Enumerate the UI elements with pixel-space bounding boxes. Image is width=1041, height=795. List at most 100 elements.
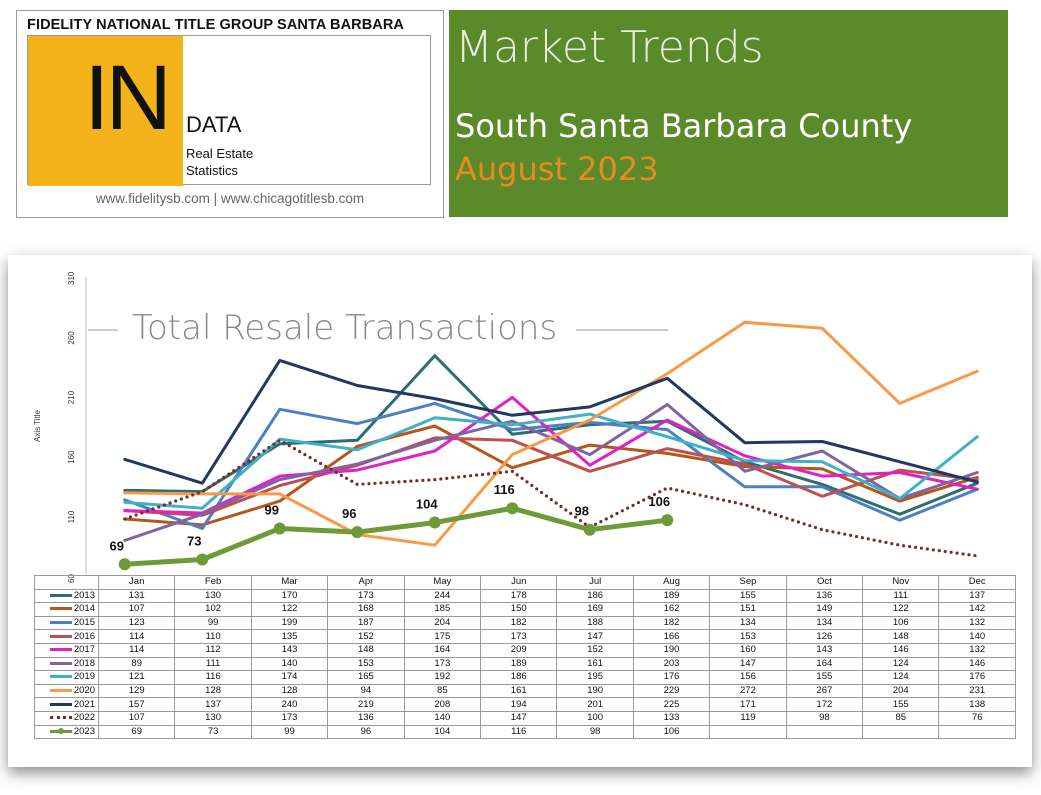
table-cell: 209: [480, 642, 558, 658]
table-cell: 94: [327, 683, 405, 699]
y-tick-label: 310: [67, 271, 76, 285]
table-cell: 168: [327, 602, 405, 617]
data-label-2023: 98: [575, 504, 589, 519]
table-cell: 186: [556, 588, 634, 604]
table-cell: 133: [632, 710, 711, 726]
legend-entry: 2022: [34, 710, 99, 726]
table-corner: [34, 575, 99, 590]
table-row: 2020 129 128 128 94 85 161 190 229 272 267 204 231: [34, 683, 1016, 699]
table-cell: 189: [480, 656, 558, 672]
table-cell: 98: [785, 710, 864, 726]
table-cell: 201: [556, 697, 634, 712]
table-cell: 135: [250, 629, 329, 644]
table-cell: 136: [327, 710, 405, 726]
legend-year: 2017: [73, 644, 95, 656]
logo-subtitle-2: Statistics: [186, 163, 239, 178]
table-cell: 116: [480, 724, 558, 740]
series-line-2021: [123, 358, 979, 485]
table-cell: 182: [632, 615, 711, 631]
legend-year: 2020: [73, 685, 95, 697]
table-cell: [862, 724, 940, 740]
table-cell: 110: [174, 629, 252, 644]
legend-entry: 2019: [34, 670, 99, 685]
data-label-2023: 73: [187, 534, 201, 549]
table-cell: 111: [174, 656, 252, 672]
series-line-2020: [123, 320, 979, 547]
table-cell: 89: [97, 656, 176, 672]
table-cell: 149: [785, 602, 864, 617]
series-point-2023: [118, 558, 131, 571]
table-cell: 126: [785, 629, 864, 644]
table-row: 2017 114 112 143 148 164 209 152 190 160 143 146 132: [34, 642, 1016, 658]
table-cell: 140: [403, 710, 482, 726]
table-cell: 137: [938, 588, 1016, 604]
logo-yellow-square: [28, 36, 183, 186]
logo-subtitle-1: Real Estate: [186, 146, 254, 161]
table-cell: 178: [480, 588, 558, 604]
series-point-2023: [273, 522, 286, 535]
table-month-header: Sep: [709, 575, 787, 590]
table-cell: 165: [327, 670, 405, 685]
table-cell: 166: [632, 629, 711, 644]
table-cell: 128: [250, 683, 329, 699]
table-cell: 132: [938, 642, 1016, 658]
legend-entry: 2017: [34, 642, 99, 658]
table-cell: 134: [709, 615, 787, 631]
table-row: 2018 89 111 140 153 173 189 161 203 147 164 124 146: [34, 656, 1016, 672]
table-cell: 161: [480, 683, 558, 699]
logo-block: FIDELITY NATIONAL TITLE GROUP SANTA BARB…: [16, 10, 444, 218]
report-title: Market Trends: [455, 22, 764, 73]
table-cell: 136: [785, 588, 864, 604]
table-cell: 111: [862, 588, 940, 604]
table-cell: 190: [556, 683, 634, 699]
table-cell: 150: [480, 602, 558, 617]
legend-year: 2015: [73, 617, 95, 629]
table-cell: 185: [403, 602, 482, 617]
table-cell: 76: [938, 710, 1016, 726]
table-cell: 155: [862, 697, 940, 712]
table-cell: 225: [632, 697, 711, 712]
table-cell: 173: [327, 588, 405, 604]
table-cell: 114: [97, 642, 176, 658]
logo-data-text: DATA: [186, 112, 242, 137]
table-cell: 146: [938, 656, 1016, 672]
table-cell: 114: [97, 629, 176, 644]
table-cell: 147: [556, 629, 634, 644]
legend-swatch: [49, 593, 72, 597]
table-header-row: Jan Feb Mar Apr May Jun Jul Aug Sep Oct Nov Dec: [34, 575, 1016, 590]
data-label-2023: 99: [265, 503, 279, 518]
table-month-header: Mar: [250, 575, 329, 590]
table-month-header: Jul: [556, 575, 634, 590]
legend-year: 2022: [73, 712, 95, 724]
series-point-2023: [661, 514, 674, 527]
table-cell: 170: [250, 588, 329, 604]
table-cell: 152: [556, 642, 634, 658]
table-month-header: Feb: [174, 575, 252, 590]
data-label-2023: 104: [416, 497, 438, 512]
table-cell: 219: [327, 697, 405, 712]
legend-entry: 2015: [34, 615, 99, 631]
table-row: 2015 123 99 199 187 204 182 188 182 134 134 106 132: [34, 615, 1016, 631]
table-cell: 160: [709, 642, 787, 658]
table-cell: 107: [97, 602, 176, 617]
legend-swatch: [49, 689, 72, 693]
table-cell: 138: [938, 697, 1016, 712]
table-row: 2021 157 137 240 219 208 194 201 225 171 172 155 138: [34, 697, 1016, 712]
table-cell: 244: [403, 588, 482, 604]
data-label-2023: 96: [342, 506, 356, 521]
legend-swatch: [49, 661, 72, 665]
table-cell: 131: [97, 588, 176, 604]
table-cell: 189: [632, 588, 711, 604]
table-cell: 169: [556, 602, 634, 617]
table-cell: 176: [632, 670, 711, 685]
series-point-2023: [428, 516, 441, 529]
table-cell: 171: [709, 697, 787, 712]
table-cell: 162: [632, 602, 711, 617]
table-row: 2023 69 73 99 96 104 116 98 106: [34, 724, 1016, 740]
table-cell: 192: [403, 670, 482, 685]
legend-swatch: [49, 727, 72, 734]
table-cell: 161: [556, 656, 634, 672]
logo-frame: IN DATA Real Estate Statistics: [27, 35, 431, 186]
table-cell: 157: [97, 697, 176, 712]
